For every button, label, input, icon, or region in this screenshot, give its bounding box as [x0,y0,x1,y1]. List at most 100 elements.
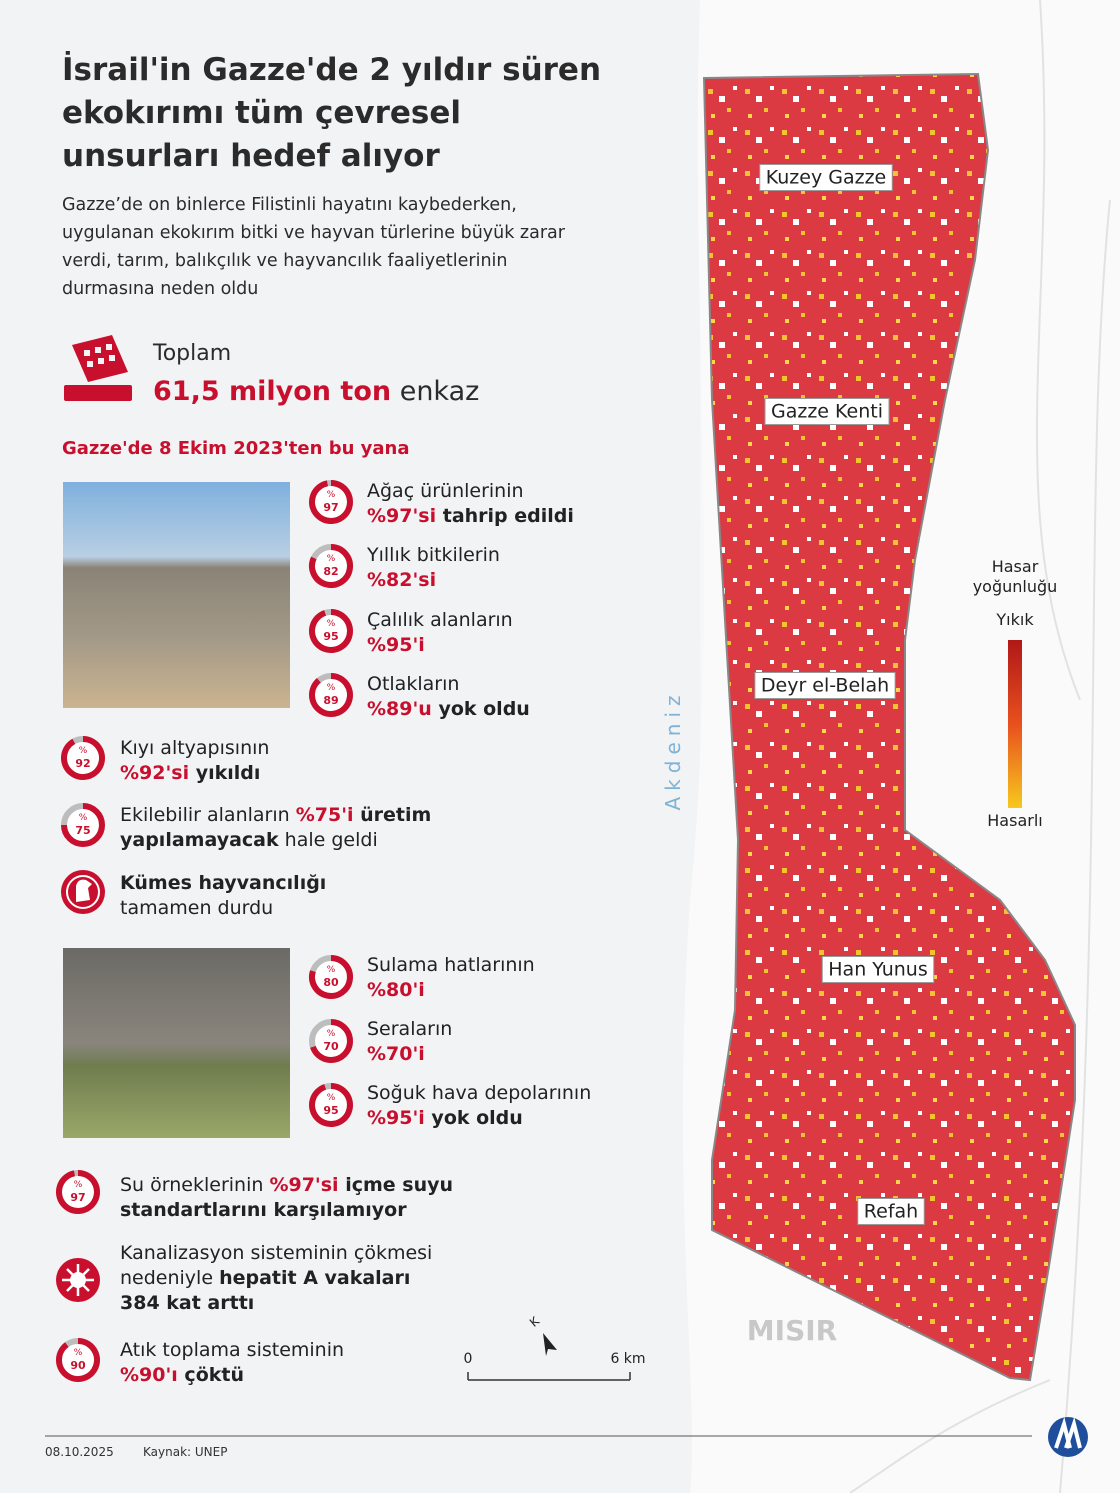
ring-percent: % [327,683,336,693]
subtitle-line: uygulanan ekokırım bitki ve hayvan türle… [62,223,566,243]
stat-segment: hale geldi [279,829,378,851]
ring-percent: % [327,490,336,500]
stat-segment: %82'si [367,569,436,591]
stat-segment: %90'ı [120,1364,178,1386]
stat-text: %95'i yok oldu [367,1107,523,1129]
subtitle-line: verdi, tarım, balıkçılık ve hayvancılık … [62,251,508,271]
region-label: Refah [864,1201,918,1223]
stat-segment: Kümes hayvancılığı [120,872,326,894]
poultry-icon [61,870,105,914]
stat-segment: üretim [354,804,432,826]
stat-text: Çalılık alanların [367,609,513,631]
total-label: Toplam [152,341,231,366]
ring-value-label: 90 [70,1359,86,1372]
stat-text: Ağaç ürünlerinin [367,480,524,502]
ring-value-label: 95 [323,1104,338,1117]
title: İsrail'in Gazze'de 2 yıldır süren ekokır… [62,52,601,174]
subtitle-line: durmasına neden oldu [62,279,258,299]
stat-segment: %70'i [367,1043,425,1065]
stat-text: Kıyı altyapısının [120,737,269,759]
stat-text: Ekilebilir alanların %75'i üretim [120,804,431,826]
title-line: İsrail'in Gazze'de 2 yıldır süren [62,52,601,88]
logo [1048,1416,1088,1457]
stat-segment: Seraların [367,1018,452,1040]
total-unit: enkaz [400,376,480,407]
ring-value [309,673,353,717]
region-label-box [764,398,890,425]
ring-value-label: 97 [323,501,338,514]
ring-value [309,609,353,653]
legend-gradient [1008,640,1022,808]
stat-segment: Kanalizasyon sisteminin çökmesi [120,1242,432,1264]
region-label: Kuzey Gazze [766,167,887,189]
ring-percent: % [327,619,336,629]
stat-text: Sulama hatlarının [367,954,535,976]
stat-segment: içme suyu [339,1174,453,1196]
ring-value [56,1170,100,1214]
stat-text: Kanalizasyon sisteminin çökmesi [120,1242,432,1264]
ring-value-label: 70 [323,1040,339,1053]
ring-value [309,1083,353,1127]
stat-text: 384 kat arttı [120,1292,254,1314]
stat-segment: Kıyı altyapısının [120,737,269,759]
stat-segment: %92'si [120,762,189,784]
sea-label: Akdeniz [661,690,685,811]
legend-title: yoğunluğu [973,577,1058,596]
stat-segment: 384 kat arttı [120,1292,254,1314]
north-arrow [543,1333,557,1356]
total-amount: 61,5 milyon ton [153,376,391,407]
ring-percent: % [327,1093,336,1103]
ring-value [61,803,105,847]
stat-text: tamamen durdu [120,897,273,919]
ring-percent: % [327,965,336,975]
stat-text: %80'i [367,979,425,1001]
ring-value [61,736,105,780]
region-label: Gazze Kenti [771,401,883,423]
stat-segment: Ekilebilir alanların [120,804,296,826]
ring-percent: % [79,746,88,756]
ring-value-label: 82 [323,565,338,578]
legend-high: Yıkık [995,610,1034,629]
stat-text: Yıllık bitkilerin [366,544,500,566]
legend-low: Hasarlı [987,811,1042,830]
total-unit [391,376,400,407]
stat-segment: standartlarını karşılamıyor [120,1199,407,1221]
virus-icon [56,1258,100,1302]
stat-text: %82'si [367,569,436,591]
footer-date: 08.10.2025 [45,1445,114,1459]
ring-value-label: 89 [323,694,338,707]
stat-segment: çöktü [178,1364,244,1386]
stat-segment: Çalılık alanların [367,609,513,631]
total-value: 61,5 milyon ton enkaz [153,376,479,407]
region-label-box [759,164,893,191]
stat-text: Soğuk hava depolarının [367,1082,591,1104]
stat-segment: %97'si [367,505,436,527]
region-label-box [754,672,896,699]
region-label-box [857,1198,925,1225]
stat-segment: %97'si [269,1174,338,1196]
ring-value-label: 75 [75,824,90,837]
stat-segment: yok oldu [432,698,530,720]
ring-value [56,1338,100,1382]
stat-segment: Sulama hatlarının [367,954,535,976]
stat-text: %89'u yok oldu [367,698,530,720]
stat-segment: yapılamayacak [120,829,279,851]
scale-start: 0 [464,1351,473,1367]
stat-segment: tamamen durdu [120,897,273,919]
stat-segment: %95'i [367,1107,425,1129]
ring-percent: % [74,1348,83,1358]
title-line: ekokırımı tüm çevresel [62,95,461,131]
stat-text: %95'i [367,634,425,656]
ring-value [309,544,353,588]
region-label-box [821,956,935,983]
map-labels: Kuzey Gazze Gazze Kenti Deyr el-Belah Ha… [754,164,935,1225]
stat-text: Seraların [367,1018,452,1040]
subtitle-line: Gazze’de on binlerce Filistinli hayatını… [62,195,517,215]
stat-segment: Yıllık bitkilerin [366,544,500,566]
stat-segment: hepatit A vakaları [219,1267,410,1289]
stat-text: Su örneklerinin %97'si içme suyu [120,1174,453,1196]
title-line: unsurları hedef alıyor [62,138,440,174]
region-label: Deyr el-Belah [761,675,889,697]
